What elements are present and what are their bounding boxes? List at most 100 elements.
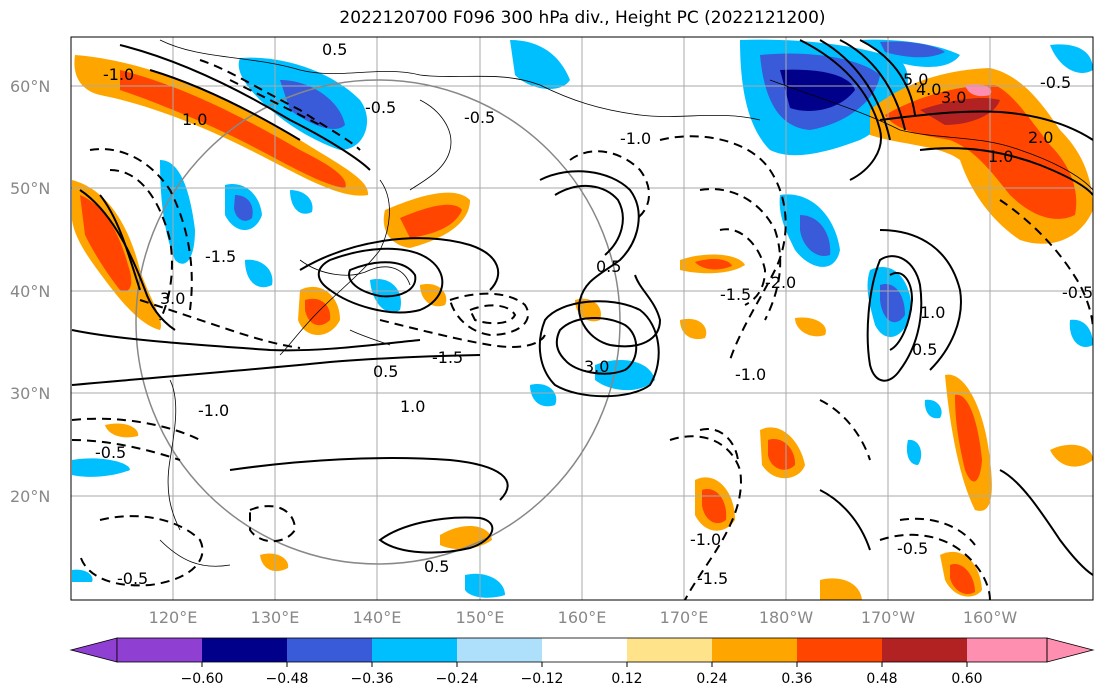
colorbar-tick-label: 0.48 [866, 671, 897, 687]
colorbar-segment [627, 638, 712, 662]
contour-label: 1.0 [400, 397, 425, 416]
shade-negative [510, 40, 570, 90]
contour-label: 3.0 [584, 357, 609, 376]
contour-label: -0.5 [95, 443, 126, 462]
lat-label: 50°N [10, 179, 50, 198]
lon-label: 130°E [251, 608, 300, 627]
contour-label: -1.5 [432, 348, 463, 367]
colorbar-segment [372, 638, 457, 662]
shade-positive-strong [400, 204, 462, 238]
contour-label: -1.5 [720, 285, 751, 304]
colorbar-outline [116, 637, 1048, 663]
colorbar: −0.60 −0.48 −0.36 −0.24 −0.12 0.12 0.24 … [69, 637, 1095, 687]
lon-label: 150°E [456, 608, 505, 627]
colorbar-tick-label: 0.36 [781, 671, 812, 687]
lon-label: 120°E [149, 608, 198, 627]
colorbar-segment [202, 638, 287, 662]
map-border [70, 36, 1094, 601]
colorbar-segment [712, 638, 797, 662]
shade-negative [72, 569, 93, 582]
contour-label: 4.0 [916, 80, 941, 99]
shade-negative [530, 384, 557, 407]
contour-labels: 0.5 -0.5 -0.5 5.0 4.0 3.0 -1.0 1.0 -1.0 … [95, 40, 1093, 588]
shade-negative [595, 360, 655, 391]
contour-label: 2.0 [1028, 128, 1053, 147]
shade-positive [820, 578, 862, 600]
contour-label: 1.0 [988, 147, 1013, 166]
contour-label: -0.5 [365, 98, 396, 117]
contour-label: -1.0 [735, 365, 766, 384]
contour-label: 1.0 [920, 303, 945, 322]
colorbar-segment [882, 638, 967, 662]
height-contours [71, 39, 1093, 576]
negative-contours [71, 59, 1093, 600]
shade-positive-strong [695, 259, 732, 270]
contour-label: -1.0 [103, 65, 134, 84]
contour-label: -1.5 [205, 247, 236, 266]
lon-label: 160°W [963, 608, 1018, 627]
shade-negative-strong [800, 215, 831, 256]
colorbar-segment [542, 638, 627, 662]
shade-positive [1050, 444, 1093, 467]
contour-label: 0.5 [373, 362, 398, 381]
shade-positive [795, 317, 826, 337]
contour-label: -2.0 [765, 273, 796, 292]
lon-label: 160°E [558, 608, 607, 627]
shade-positive-strong [885, 85, 1077, 219]
shade-positive [420, 284, 447, 307]
colorbar-tick-label: 0.60 [951, 671, 982, 687]
colorbar-tick-label: −0.36 [351, 671, 394, 687]
shade-positive [105, 423, 139, 438]
shade-positive-strong [80, 195, 132, 292]
colorbar-segment [967, 638, 1047, 662]
contour-label: 1.0 [182, 110, 207, 129]
shade-positive-strong [950, 564, 975, 595]
colorbar-segment [287, 638, 372, 662]
contour-label: 3.0 [160, 289, 185, 308]
lat-label: 60°N [10, 77, 50, 96]
colorbar-tick-label: −0.24 [436, 671, 479, 687]
contour-label: -1.0 [690, 530, 721, 549]
colorbar-segment [797, 638, 882, 662]
contour-label: -1.0 [620, 129, 651, 148]
contour-label: 0.5 [322, 40, 347, 59]
contour-label: 0.5 [424, 557, 449, 576]
contour-label: -0.5 [1040, 73, 1071, 92]
lat-label: 30°N [10, 384, 50, 403]
colorbar-tick-label: −0.12 [521, 671, 564, 687]
colorbar-segment [117, 638, 202, 662]
contour-label: 5.0 [903, 70, 928, 89]
shade-positive-strong [768, 439, 796, 470]
shade-negative [924, 399, 942, 419]
shade-negative-strong [880, 41, 945, 58]
contour-label: 3.0 [941, 88, 966, 107]
colorbar-segment [1046, 637, 1095, 663]
lon-label: 170°W [861, 608, 916, 627]
shade-negative-darkest [780, 69, 855, 111]
contour-label: -1.5 [697, 569, 728, 588]
contour-label: 0.5 [912, 340, 937, 359]
contour-label: -1.0 [198, 401, 229, 420]
contour-label: -0.5 [1062, 283, 1093, 302]
lon-label: 180°W [759, 608, 814, 627]
shade-negative-strong [280, 80, 345, 130]
shade-negative [290, 190, 313, 214]
shade-positive-strong [702, 489, 727, 524]
lat-label: 40°N [10, 282, 50, 301]
colorbar-segment [69, 637, 118, 663]
contour-label: -0.5 [464, 108, 495, 127]
shade-positive [680, 318, 707, 340]
shade-positive-strong [955, 394, 982, 482]
contour-label: 0.5 [596, 257, 621, 276]
lon-label: 140°E [353, 608, 402, 627]
shade-negative [906, 439, 922, 465]
colorbar-tick-label: −0.60 [181, 671, 224, 687]
shade-negative [245, 259, 273, 288]
colorbar-tick-label: −0.48 [266, 671, 309, 687]
shade-negative-strong [234, 195, 253, 221]
contour-label: -0.5 [897, 539, 928, 558]
shade-positive-pink [965, 84, 992, 97]
lat-label: 20°N [10, 487, 50, 506]
shade-positive [260, 553, 289, 572]
colorbar-segment [457, 638, 542, 662]
